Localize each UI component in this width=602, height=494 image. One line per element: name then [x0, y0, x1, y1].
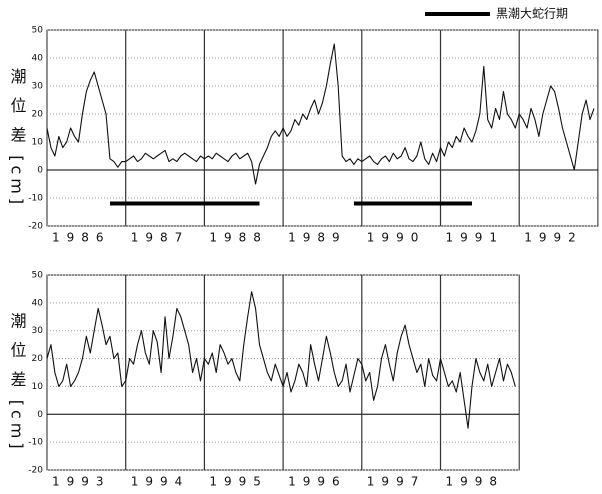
legend-label: 黒潮大蛇行期 [496, 6, 568, 21]
y-tick-label: 10 [32, 138, 44, 148]
y-tick-label: 20 [32, 110, 44, 120]
y-tick-label: -10 [28, 438, 43, 448]
x-tick-label: 1993 [52, 475, 111, 489]
y-tick-label: -20 [28, 466, 43, 476]
x-tick-label: 1994 [131, 475, 190, 489]
x-tick-label: 1990 [367, 231, 426, 245]
x-tick-label: 1989 [288, 231, 347, 245]
x-tick-label: 1987 [131, 231, 190, 245]
x-tick-label: 1995 [209, 475, 268, 489]
y-tick-label: 10 [32, 382, 44, 392]
y-tick-label: 50 [32, 271, 44, 281]
series-line [46, 43, 595, 185]
y-tick-label: 20 [32, 354, 44, 364]
y-tick-label: -10 [28, 194, 43, 204]
x-tick-label: 1991 [446, 231, 505, 245]
y-tick-label: 50 [32, 26, 44, 36]
y-tick-label: 40 [32, 54, 44, 64]
x-tick-label: 1992 [524, 231, 583, 245]
series-line [46, 291, 516, 429]
x-tick-label: 1988 [209, 231, 268, 245]
x-tick-label: 1986 [52, 231, 111, 245]
x-tick-label: 1996 [288, 475, 347, 489]
y-tick-label: 40 [32, 298, 44, 308]
x-tick-label: 1998 [446, 475, 505, 489]
x-tick-label: 1997 [367, 475, 426, 489]
y-tick-label: -20 [28, 222, 43, 232]
plot-area [46, 29, 599, 227]
y-tick-label: 30 [32, 326, 44, 336]
y-tick-label: 30 [32, 82, 44, 92]
y-axis-title: 潮 位 差 [cm] [8, 68, 27, 208]
y-tick-label: 0 [37, 166, 43, 176]
y-tick-label: 0 [37, 410, 43, 420]
y-axis-title: 潮 位 差 [cm] [8, 313, 27, 453]
